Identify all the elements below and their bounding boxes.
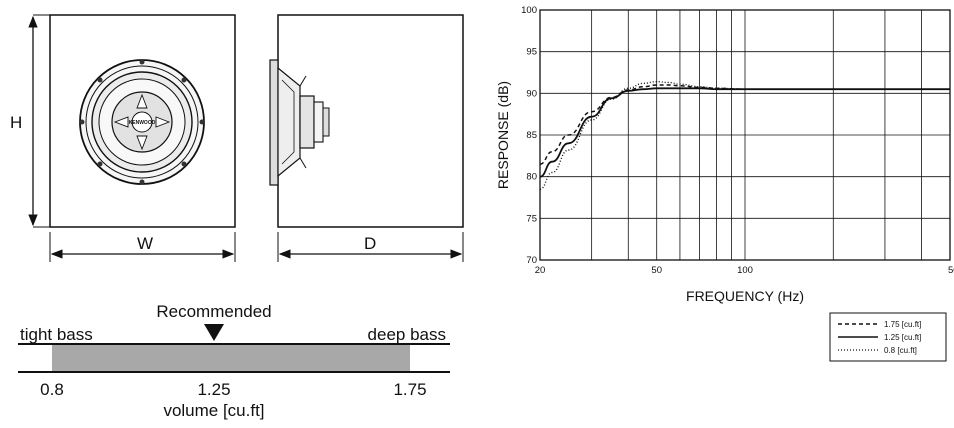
height-label: H [10,113,22,132]
legend-item-2: 1.25 [cu.ft] [884,333,921,342]
recommended-marker-icon [204,324,224,341]
x-axis-label: FREQUENCY (Hz) [686,288,804,304]
plot-frame [539,9,951,261]
y-tick-label: 100 [521,5,537,16]
series-line-1 [539,84,950,165]
y-tick-label: 85 [526,130,537,141]
volume-axis-label: volume [cu.ft] [163,401,264,420]
speaker-side-icon [269,59,330,186]
speaker-logo: KENWOOD [129,120,156,126]
deep-bass-label: deep bass [368,325,446,344]
y-tick-label: 90 [526,88,537,99]
speaker-front-icon: KENWOOD [79,59,205,185]
recommended-label: Recommended [156,302,271,321]
volume-scale: Recommended tight bass deep bass 0.8 1.2… [18,302,450,420]
x-tick-label: 100 [737,265,753,276]
volume-tick-1: 1.25 [197,380,230,399]
x-tick-label: 50 [948,265,954,276]
tight-bass-label: tight bass [20,325,93,344]
volume-tick-2: 1.75 [393,380,426,399]
series-lines [539,80,950,190]
x-tick-labels: 20 50 100 50 [535,265,954,276]
x-tick-label: 50 [651,265,662,276]
legend-item-3: 0.8 [cu.ft] [884,346,917,355]
volume-tick-0: 0.8 [40,380,64,399]
y-tick-label: 70 [526,255,537,266]
volume-range-bar [52,345,410,371]
width-label: W [137,234,153,253]
x-tick-label: 20 [535,265,546,276]
legend: 1.75 [cu.ft] 1.25 [cu.ft] 0.8 [cu.ft] [829,312,947,362]
y-axis-label: RESPONSE (dB) [495,81,511,189]
depth-label: D [364,234,376,253]
y-tick-label: 95 [526,47,537,58]
chart-grid [540,9,950,261]
y-tick-label: 75 [526,213,537,224]
legend-item-1: 1.75 [cu.ft] [884,320,921,329]
y-tick-label: 80 [526,172,537,183]
side-view: D [269,14,464,262]
y-tick-labels: 70 75 80 85 90 95 100 [521,5,537,266]
series-line-3 [539,80,950,190]
front-view: H KENWOOD W [10,14,236,262]
